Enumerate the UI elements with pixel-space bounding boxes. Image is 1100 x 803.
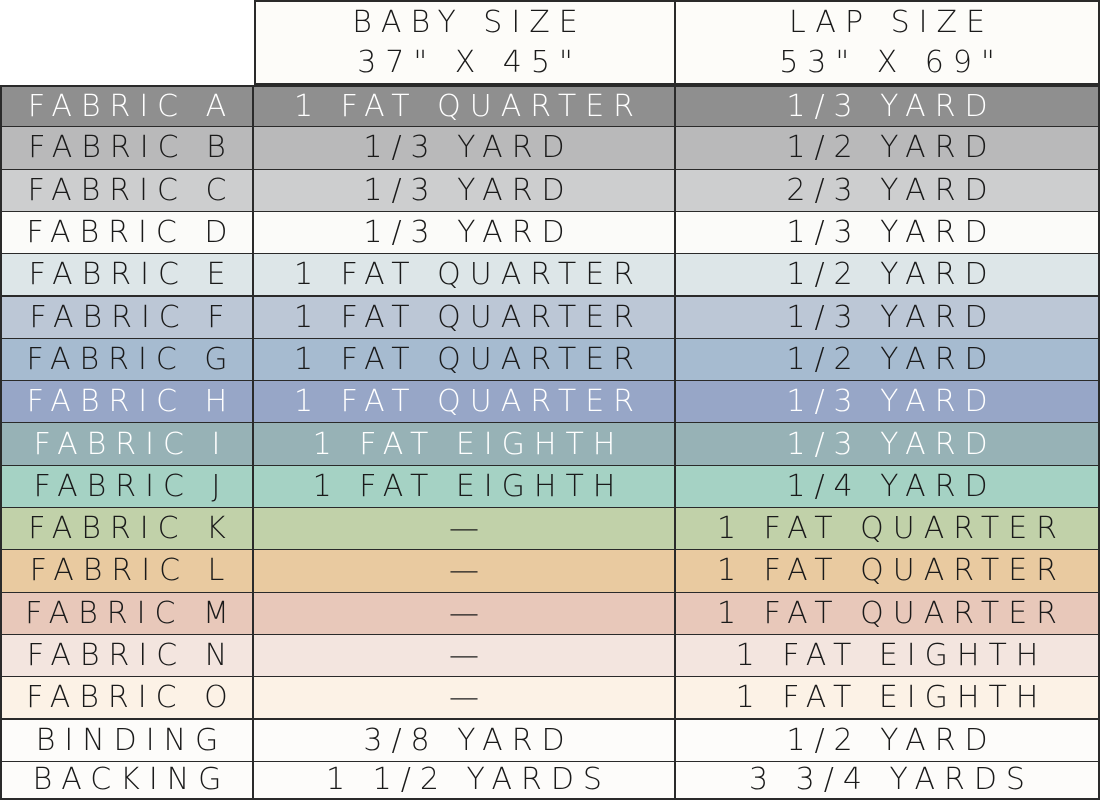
baby-size-amount: 1 FAT QUARTER bbox=[254, 254, 676, 298]
column-header-size: LAP SIZE bbox=[676, 0, 1100, 44]
lap-size-amount: 1 FAT QUARTER bbox=[676, 508, 1100, 552]
lap-size-amount: 1/3 YARD bbox=[676, 211, 1100, 256]
row-label: FABRIC A bbox=[0, 85, 254, 129]
lap-size-amount: 1/3 YARD bbox=[676, 296, 1100, 340]
baby-size-amount: 1 FAT EIGHTH bbox=[254, 423, 676, 467]
row-label: FABRIC B bbox=[0, 127, 254, 171]
row-label: FABRIC E bbox=[0, 254, 254, 298]
baby-size-amount: 1 FAT QUARTER bbox=[254, 381, 676, 425]
row-label: FABRIC N bbox=[0, 634, 254, 679]
lap-size-amount: 1/2 YARD bbox=[676, 338, 1100, 383]
lap-size-amount: 1/3 YARD bbox=[676, 85, 1100, 129]
lap-size-amount: 1/2 YARD bbox=[676, 254, 1100, 298]
row-label: FABRIC F bbox=[0, 296, 254, 340]
row-label: FABRIC G bbox=[0, 338, 254, 383]
column-header-dimensions: 37" X 45" bbox=[254, 42, 676, 85]
baby-size-amount: 1 1/2 YARDS bbox=[254, 761, 676, 800]
row-label: BACKING bbox=[0, 761, 254, 800]
baby-size-amount: — bbox=[254, 508, 676, 552]
lap-size-amount: 1/3 YARD bbox=[676, 423, 1100, 467]
baby-size-amount: 3/8 YARD bbox=[254, 719, 676, 763]
lap-size-amount: 1 FAT EIGHTH bbox=[676, 634, 1100, 679]
baby-size-amount: 1 FAT QUARTER bbox=[254, 338, 676, 383]
column-header-size: BABY SIZE bbox=[254, 0, 676, 44]
baby-size-amount: — bbox=[254, 550, 676, 594]
lap-size-amount: 1 FAT EIGHTH bbox=[676, 677, 1100, 721]
lap-size-amount: 3 3/4 YARDS bbox=[676, 761, 1100, 800]
baby-size-amount: 1 FAT QUARTER bbox=[254, 296, 676, 340]
baby-size-amount: 1/3 YARD bbox=[254, 169, 676, 213]
row-label: FABRIC D bbox=[0, 211, 254, 256]
lap-size-amount: 1/2 YARD bbox=[676, 719, 1100, 763]
baby-size-amount: — bbox=[254, 634, 676, 679]
lap-size-amount: 2/3 YARD bbox=[676, 169, 1100, 213]
lap-size-amount: 1/3 YARD bbox=[676, 381, 1100, 425]
row-label: FABRIC O bbox=[0, 677, 254, 721]
row-label: FABRIC L bbox=[0, 550, 254, 594]
baby-size-amount: 1 FAT EIGHTH bbox=[254, 465, 676, 509]
baby-size-amount: 1 FAT QUARTER bbox=[254, 85, 676, 129]
baby-size-amount: 1/3 YARD bbox=[254, 127, 676, 171]
row-label: FABRIC H bbox=[0, 381, 254, 425]
row-label: FABRIC J bbox=[0, 465, 254, 509]
row-label: BINDING bbox=[0, 719, 254, 763]
baby-size-amount: — bbox=[254, 592, 676, 636]
row-label: FABRIC I bbox=[0, 423, 254, 467]
lap-size-amount: 1/2 YARD bbox=[676, 127, 1100, 171]
lap-size-amount: 1 FAT QUARTER bbox=[676, 550, 1100, 594]
row-label: FABRIC M bbox=[0, 592, 254, 636]
lap-size-amount: 1/4 YARD bbox=[676, 465, 1100, 509]
row-label: FABRIC K bbox=[0, 508, 254, 552]
baby-size-amount: — bbox=[254, 677, 676, 721]
column-header-dimensions: 53" X 69" bbox=[676, 42, 1100, 85]
lap-size-amount: 1 FAT QUARTER bbox=[676, 592, 1100, 636]
row-label: FABRIC C bbox=[0, 169, 254, 213]
baby-size-amount: 1/3 YARD bbox=[254, 211, 676, 256]
